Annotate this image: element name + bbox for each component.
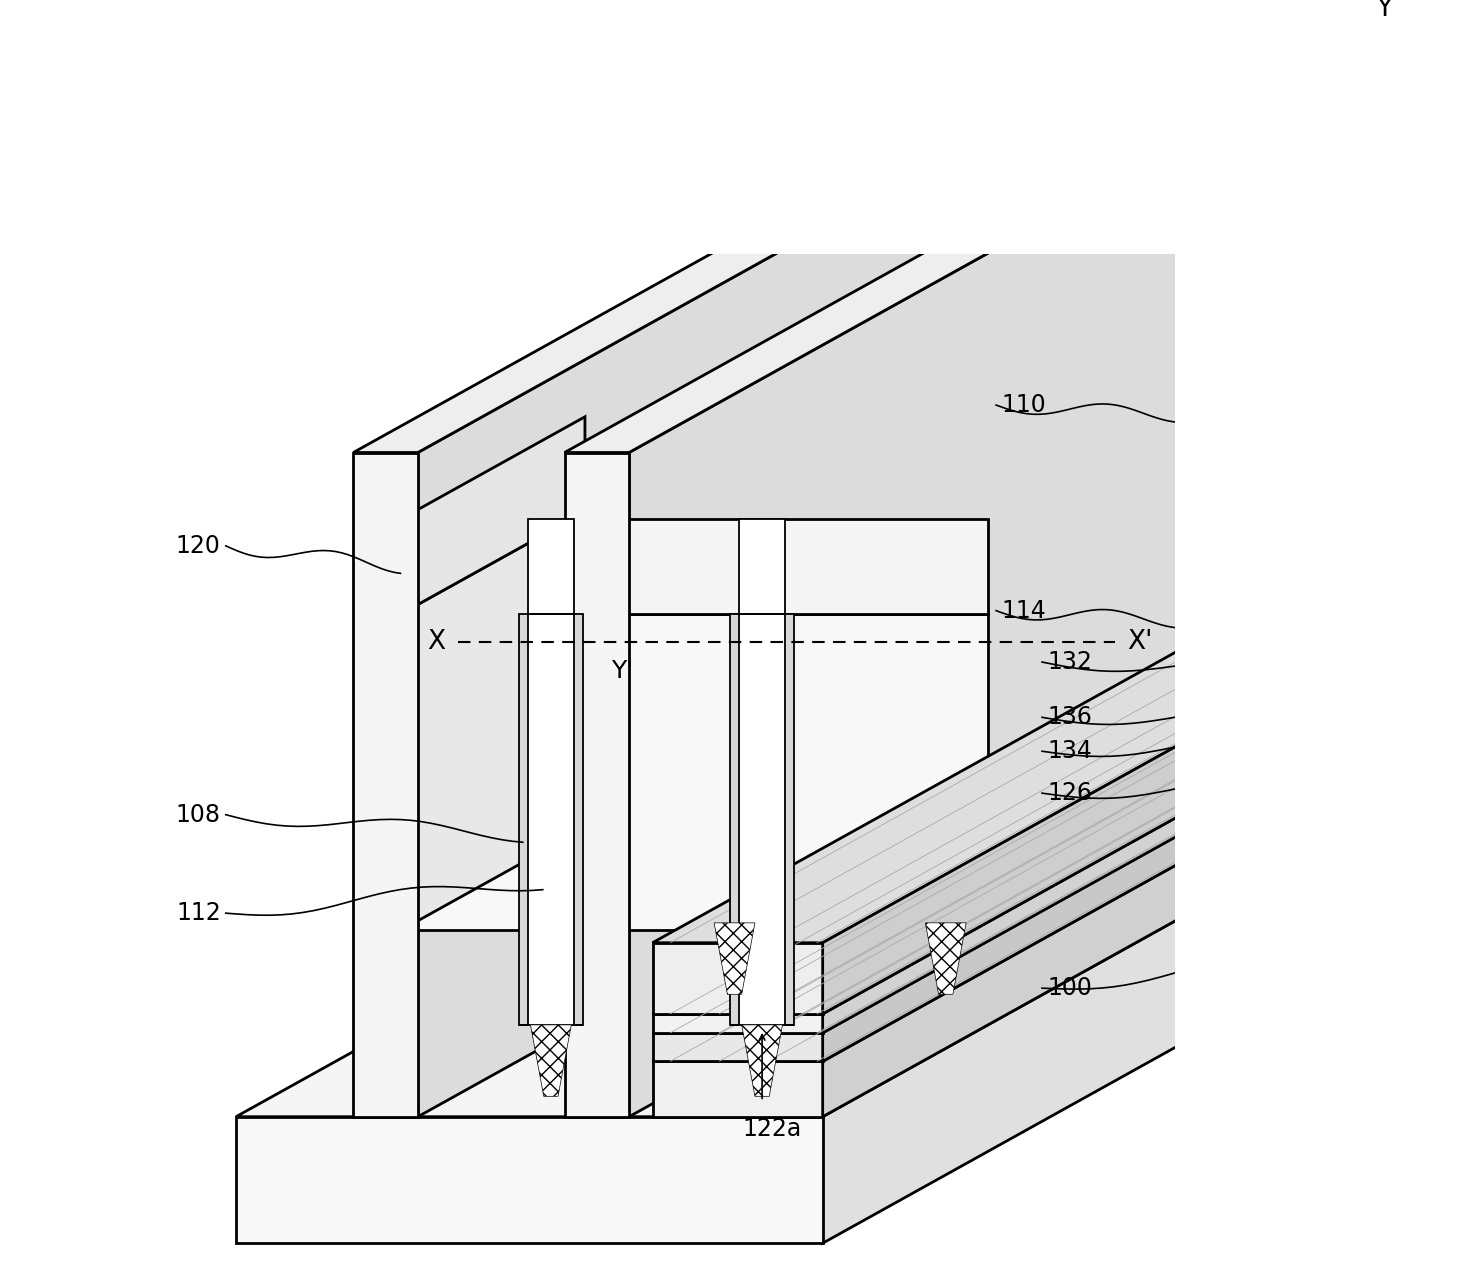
Polygon shape <box>714 923 755 994</box>
Polygon shape <box>653 708 1373 1013</box>
Text: Y: Y <box>1376 0 1392 22</box>
Text: X': X' <box>1127 629 1152 654</box>
Text: 114: 114 <box>1001 598 1045 622</box>
Polygon shape <box>565 147 1180 452</box>
Polygon shape <box>823 727 1373 1061</box>
Text: 112: 112 <box>176 901 221 925</box>
Text: 122a: 122a <box>742 1117 802 1141</box>
Polygon shape <box>529 613 574 1025</box>
Polygon shape <box>401 417 586 613</box>
Polygon shape <box>739 613 785 1025</box>
Text: X: X <box>427 629 445 654</box>
Polygon shape <box>586 511 1171 828</box>
Polygon shape <box>653 1033 823 1061</box>
Polygon shape <box>823 755 1373 1117</box>
Polygon shape <box>417 147 969 1117</box>
Polygon shape <box>739 519 785 613</box>
Polygon shape <box>574 613 583 1025</box>
Polygon shape <box>236 810 1373 1117</box>
Polygon shape <box>653 727 1373 1033</box>
Polygon shape <box>653 1013 823 1033</box>
Text: 110: 110 <box>1001 394 1045 417</box>
Polygon shape <box>401 511 1171 613</box>
Polygon shape <box>653 1061 823 1117</box>
Text: 126: 126 <box>1047 781 1092 805</box>
Text: 108: 108 <box>176 803 221 827</box>
Text: 100: 100 <box>1047 976 1092 1001</box>
Polygon shape <box>988 511 1171 930</box>
Polygon shape <box>401 613 988 930</box>
Polygon shape <box>905 147 969 810</box>
Polygon shape <box>823 708 1373 1033</box>
Polygon shape <box>518 613 529 1025</box>
Polygon shape <box>236 1117 823 1243</box>
Polygon shape <box>401 511 586 930</box>
Polygon shape <box>925 923 966 994</box>
Polygon shape <box>586 417 1171 511</box>
Polygon shape <box>353 147 969 452</box>
Polygon shape <box>788 810 1373 937</box>
Polygon shape <box>988 417 1171 613</box>
Polygon shape <box>823 636 1373 1013</box>
Polygon shape <box>653 943 823 1013</box>
Text: 134: 134 <box>1047 739 1092 763</box>
Polygon shape <box>530 1025 571 1097</box>
Polygon shape <box>529 519 574 613</box>
Polygon shape <box>653 636 1373 943</box>
Polygon shape <box>742 1025 782 1097</box>
Text: 136: 136 <box>1047 705 1092 730</box>
Polygon shape <box>653 755 1373 1061</box>
Polygon shape <box>401 417 1171 519</box>
Polygon shape <box>353 452 417 1117</box>
Polygon shape <box>565 452 630 1117</box>
Polygon shape <box>1116 147 1180 810</box>
Polygon shape <box>630 147 1180 1117</box>
Polygon shape <box>785 613 795 1025</box>
Text: 120: 120 <box>176 534 221 558</box>
Text: Y': Y' <box>612 659 634 684</box>
Polygon shape <box>823 810 1373 1243</box>
Polygon shape <box>401 519 988 613</box>
Text: 132: 132 <box>1047 651 1092 674</box>
Polygon shape <box>731 613 739 1025</box>
